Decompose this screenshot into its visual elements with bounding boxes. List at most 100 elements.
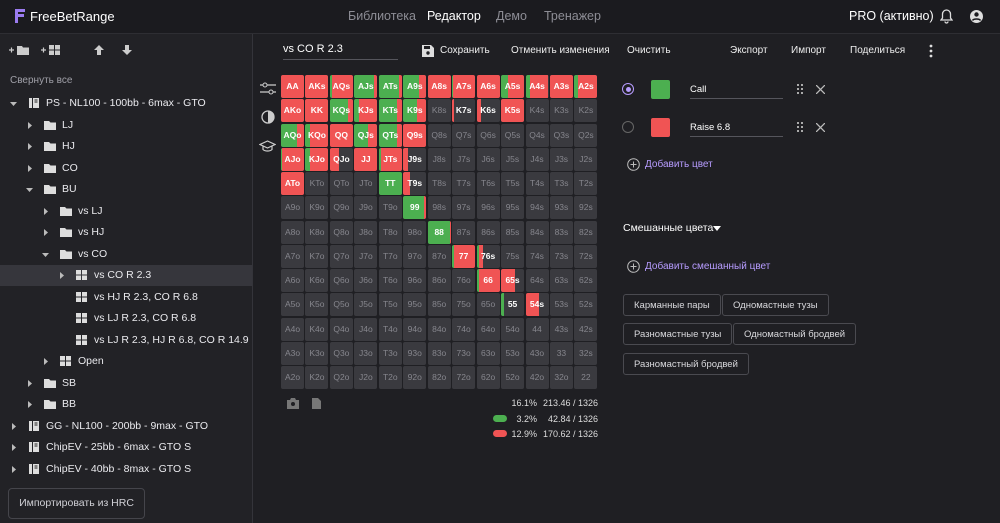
hand-cell[interactable]: 65o [476,293,500,317]
color-radio[interactable] [622,120,634,133]
drag-handle[interactable] [796,121,804,133]
hand-cell[interactable]: J4s [525,147,549,171]
hand-cell[interactable]: T6s [476,172,500,195]
tree-label[interactable]: vs HJ R 2.3, CO R 6.8 [94,290,198,303]
tree-label[interactable]: vs HJ [78,226,105,238]
trainer-icon[interactable] [259,140,276,153]
dropdown-caret[interactable] [713,226,721,231]
hand-cell[interactable]: K5o [305,293,329,317]
hand-cell[interactable]: 76o [452,269,476,292]
hand-cell[interactable]: 87o [427,244,451,268]
tree-arrow[interactable] [10,422,18,431]
hand-cell[interactable]: KTs [378,99,402,123]
hand-cell[interactable]: KJo [305,147,329,171]
tree-arrow[interactable] [26,401,34,409]
move-up-icon[interactable] [93,44,105,56]
hand-cell[interactable]: A3o [281,341,304,365]
nav-item[interactable]: Тренажер [544,9,601,23]
hand-cell[interactable]: 32o [549,366,573,389]
user-icon[interactable] [969,9,984,24]
hand-cell[interactable]: 92o [403,366,427,389]
hand-cell[interactable]: KK [305,99,329,123]
tree-label[interactable]: CO [62,161,78,174]
hand-cell[interactable]: T6o [378,269,402,292]
hand-cell[interactable]: K2s [574,99,598,123]
hand-cell[interactable]: Q2s [574,123,598,147]
hand-cell[interactable]: KQo [305,123,329,147]
collapse-all[interactable]: Свернуть все [10,75,73,86]
hand-cell[interactable]: A8s [427,75,451,98]
hand-cell[interactable]: A2s [574,75,598,98]
hand-cell[interactable]: K4s [525,99,549,123]
hand-cell[interactable]: AQo [281,123,304,147]
hand-cell[interactable]: A7o [281,244,304,268]
preset-chip[interactable]: Одномастный бродвей [733,323,857,345]
tree-arrow[interactable] [26,164,34,173]
import-button[interactable]: Импорт [791,45,826,56]
hand-cell[interactable]: A5o [281,293,304,317]
add-folder-icon[interactable] [9,44,31,56]
hand-cell[interactable]: 96s [476,196,500,220]
hand-cell[interactable]: Q9s [403,123,427,147]
hand-cell[interactable]: 97o [403,244,427,268]
hand-cell[interactable]: J3o [354,341,378,365]
import-hrc-button[interactable]: Импортировать из HRC [8,488,145,519]
range-name-input[interactable]: vs CO R 2.3 [283,43,398,60]
hand-cell[interactable]: K5s [501,99,525,123]
hand-cell[interactable]: T5o [378,293,402,317]
drag-handle[interactable] [796,83,804,95]
hand-cell[interactable]: A9o [281,196,304,220]
tree-label[interactable]: BU [62,183,77,195]
save-icon[interactable] [422,45,434,57]
hand-cell[interactable]: Q3s [549,123,573,147]
hand-cell[interactable]: 64o [476,317,500,341]
hand-cell[interactable]: K8o [305,220,329,244]
hand-cell[interactable]: 66 [476,269,500,292]
export-button[interactable]: Экспорт [730,45,768,56]
hand-cell[interactable]: 74s [525,244,549,268]
color-name-input[interactable]: Raise 6.8 [690,122,783,137]
hand-cell[interactable]: 98o [403,220,427,244]
hand-cell[interactable]: 97s [452,196,476,220]
hand-cell[interactable]: QTo [329,172,353,195]
color-swatch[interactable] [651,117,670,137]
tree-label[interactable]: HJ [62,140,75,152]
hand-cell[interactable]: Q4o [329,317,353,341]
hand-cell[interactable]: 93o [403,341,427,365]
more-icon[interactable] [929,44,933,58]
move-down-icon[interactable] [121,44,133,56]
hand-cell[interactable]: T3s [549,172,573,195]
hand-cell[interactable]: AQs [329,75,353,98]
hand-cell[interactable]: 83o [427,341,451,365]
hand-cell[interactable]: 84o [427,317,451,341]
tree-arrow[interactable] [58,272,66,280]
hand-cell[interactable]: J8s [427,147,451,171]
hand-cell[interactable]: A9s [403,75,427,98]
hand-cell[interactable]: 54s [525,293,549,317]
hand-cell[interactable]: J2o [354,366,378,389]
tree-label[interactable]: LJ [62,118,74,131]
hand-cell[interactable]: 65s [501,269,525,292]
hand-cell[interactable]: K4o [305,317,329,341]
hand-cell[interactable]: QJs [354,123,378,147]
hand-cell[interactable]: 94s [525,196,549,220]
hand-cell[interactable]: 43o [525,341,549,365]
hand-cell[interactable]: K6o [305,269,329,292]
hand-cell[interactable]: AJs [354,75,378,98]
preset-chip[interactable]: Разномастные тузы [623,323,733,345]
hand-cell[interactable]: 82o [427,366,451,389]
hand-cell[interactable]: 84s [525,220,549,244]
tree-label[interactable]: vs CO [78,247,108,260]
hand-cell[interactable]: 22 [574,366,598,389]
hand-cell[interactable]: 87s [452,220,476,244]
hand-cell[interactable]: 73o [452,341,476,365]
hand-cell[interactable]: T5s [501,172,525,195]
hand-cell[interactable]: QTs [378,123,402,147]
color-swatch[interactable] [651,80,670,99]
bell-icon[interactable] [940,9,953,24]
hand-cell[interactable]: QQ [329,123,353,147]
tree-label[interactable]: vs LJ R 2.3, CO R 6.8 [94,312,197,324]
hand-cell[interactable]: 63s [549,269,573,292]
hand-cell[interactable]: K6s [476,99,500,123]
hand-cell[interactable]: 32s [574,341,598,365]
